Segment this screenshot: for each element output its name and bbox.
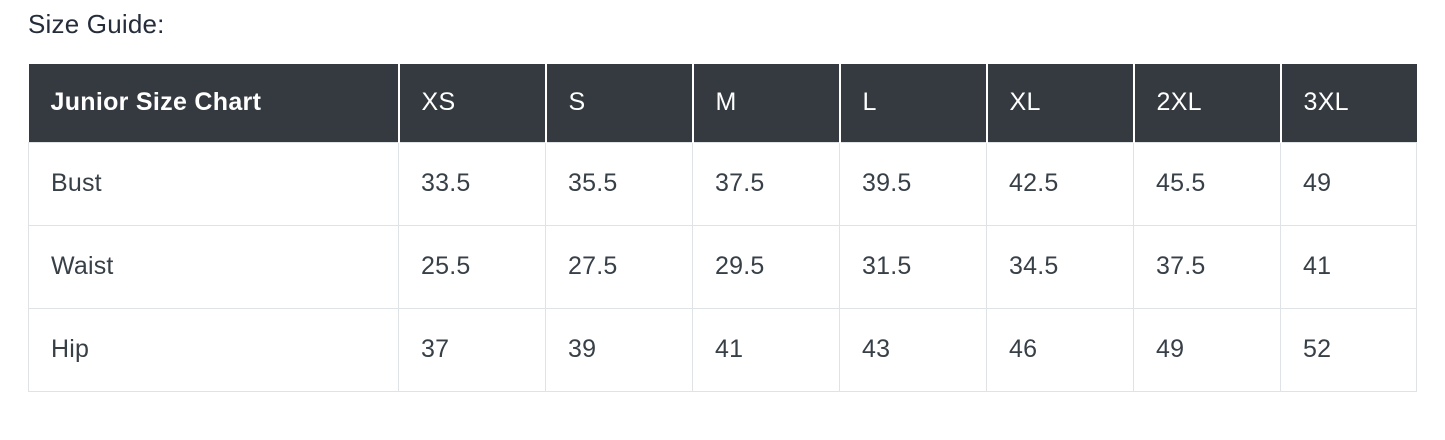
header-cell-xl: XL [985,63,1134,143]
cell-bust-xl: 42.5 [986,141,1134,226]
cell-hip-xs: 37 [398,307,546,392]
cell-bust-l: 39.5 [839,141,987,226]
cell-waist-l: 31.5 [839,224,987,309]
cell-waist-2xl: 37.5 [1133,224,1281,309]
table-row-hip: Hip 37 39 41 43 46 49 52 [28,307,1417,392]
row-label-waist: Waist [28,224,399,309]
size-guide-table: Junior Size Chart XS S M L XL 2XL 3XL Bu… [28,63,1417,392]
cell-waist-xs: 25.5 [398,224,546,309]
header-cell-xs: XS [397,63,546,143]
row-label-hip: Hip [28,307,399,392]
cell-bust-3xl: 49 [1280,141,1417,226]
header-cell-chart-title: Junior Size Chart [28,63,399,143]
header-cell-m: M [691,63,840,143]
cell-hip-m: 41 [692,307,840,392]
cell-waist-xl: 34.5 [986,224,1134,309]
table-row-waist: Waist 25.5 27.5 29.5 31.5 34.5 37.5 41 [28,224,1417,309]
header-cell-s: S [544,63,693,143]
cell-bust-m: 37.5 [692,141,840,226]
cell-bust-2xl: 45.5 [1133,141,1281,226]
cell-hip-s: 39 [545,307,693,392]
cell-hip-xl: 46 [986,307,1134,392]
row-label-bust: Bust [28,141,399,226]
cell-hip-l: 43 [839,307,987,392]
header-cell-3xl: 3XL [1279,63,1417,143]
cell-hip-2xl: 49 [1133,307,1281,392]
cell-waist-s: 27.5 [545,224,693,309]
cell-bust-s: 35.5 [545,141,693,226]
cell-waist-m: 29.5 [692,224,840,309]
cell-bust-xs: 33.5 [398,141,546,226]
page-title: Size Guide: [28,9,165,39]
header-cell-2xl: 2XL [1132,63,1281,143]
table-row-bust: Bust 33.5 35.5 37.5 39.5 42.5 45.5 49 [28,141,1417,226]
cell-waist-3xl: 41 [1280,224,1417,309]
table-header-row: Junior Size Chart XS S M L XL 2XL 3XL [28,63,1417,143]
cell-hip-3xl: 52 [1280,307,1417,392]
header-cell-l: L [838,63,987,143]
